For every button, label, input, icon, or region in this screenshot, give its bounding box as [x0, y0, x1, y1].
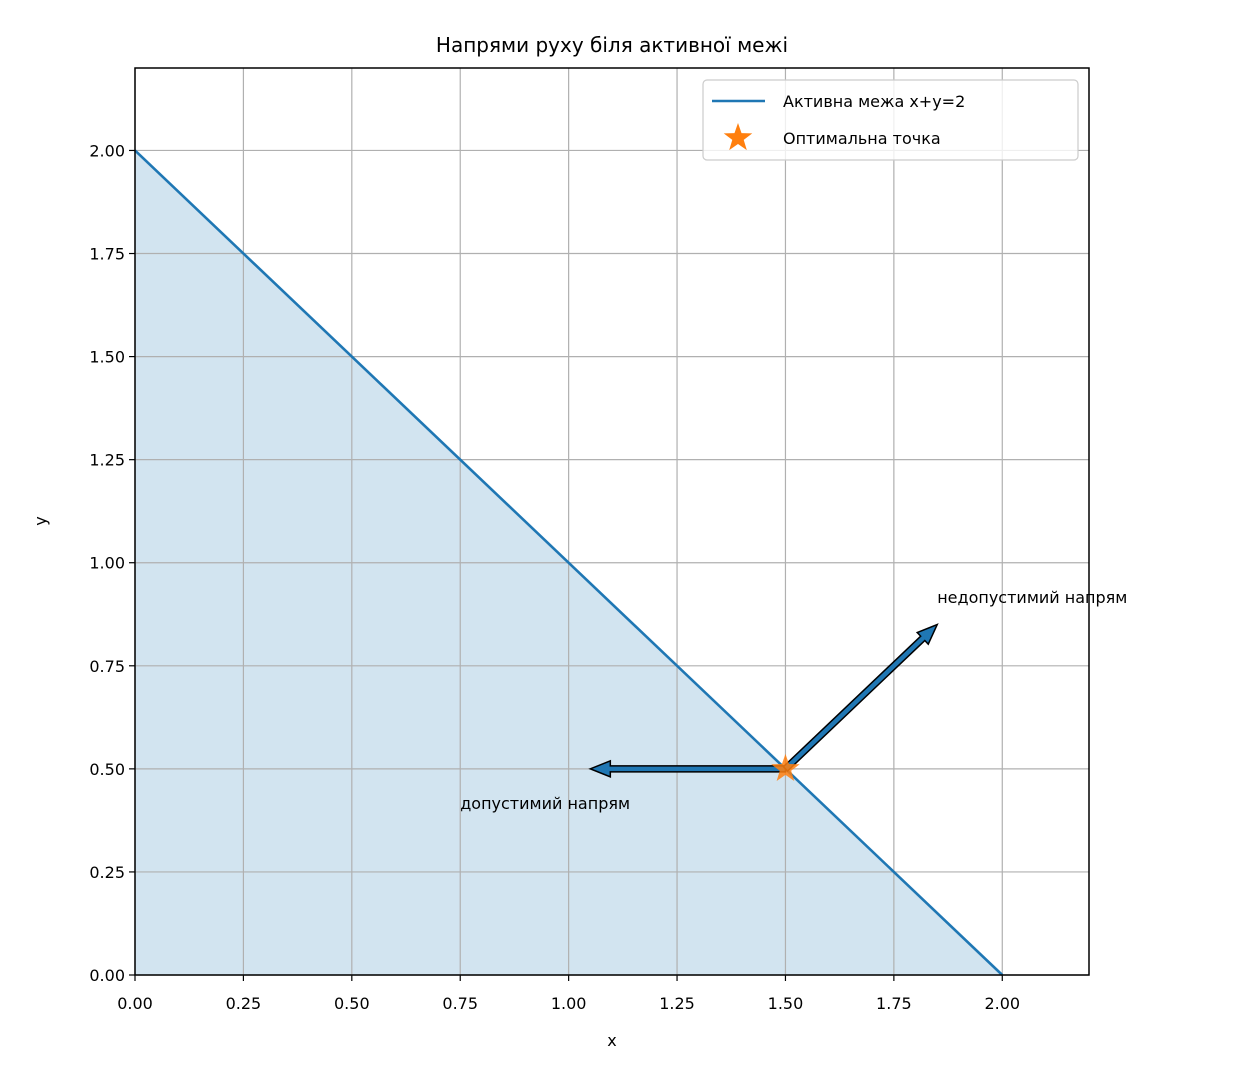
y-tick-label: 0.50 [89, 760, 125, 779]
annotation: недопустимий напрям [937, 588, 1127, 607]
y-tick-label: 1.00 [89, 554, 125, 573]
y-tick-label: 0.25 [89, 863, 125, 882]
x-tick-label: 1.00 [551, 994, 587, 1013]
arrow [782, 623, 939, 773]
legend-label: Активна межа x+y=2 [783, 92, 965, 111]
legend-swatch [723, 123, 753, 151]
x-tick-label: 0.25 [226, 994, 262, 1013]
y-axis-label: y [31, 516, 50, 525]
y-tick-label: 2.00 [89, 141, 125, 160]
plot-frame [134, 67, 1090, 976]
arrow [588, 759, 787, 778]
annotation: допустимий напрям [460, 794, 630, 813]
x-tick-label: 1.50 [768, 994, 804, 1013]
y-tick-label: 1.50 [89, 348, 125, 367]
point-star [771, 753, 800, 781]
chart-title: Напрями руху біля активної межі [436, 33, 788, 57]
x-tick-label: 2.00 [984, 994, 1020, 1013]
x-tick-label: 1.25 [659, 994, 695, 1013]
x-tick-label: 0.75 [442, 994, 478, 1013]
y-tick-label: 1.25 [89, 451, 125, 470]
legend: Активна межа x+y=2 Оптимальна точка [702, 79, 1079, 161]
x-axis-label: x [607, 1031, 616, 1050]
y-tick-label: 0.00 [89, 966, 125, 985]
y-tick-label: 0.75 [89, 657, 125, 676]
legend-label: Оптимальна точка [783, 129, 941, 148]
x-tick-label: 0.50 [334, 994, 370, 1013]
x-tick-label: 1.75 [876, 994, 912, 1013]
y-tick-label: 1.75 [89, 245, 125, 264]
legend-box [702, 79, 1079, 161]
series-line [134, 149, 1004, 976]
x-tick-label: 0.00 [117, 994, 153, 1013]
